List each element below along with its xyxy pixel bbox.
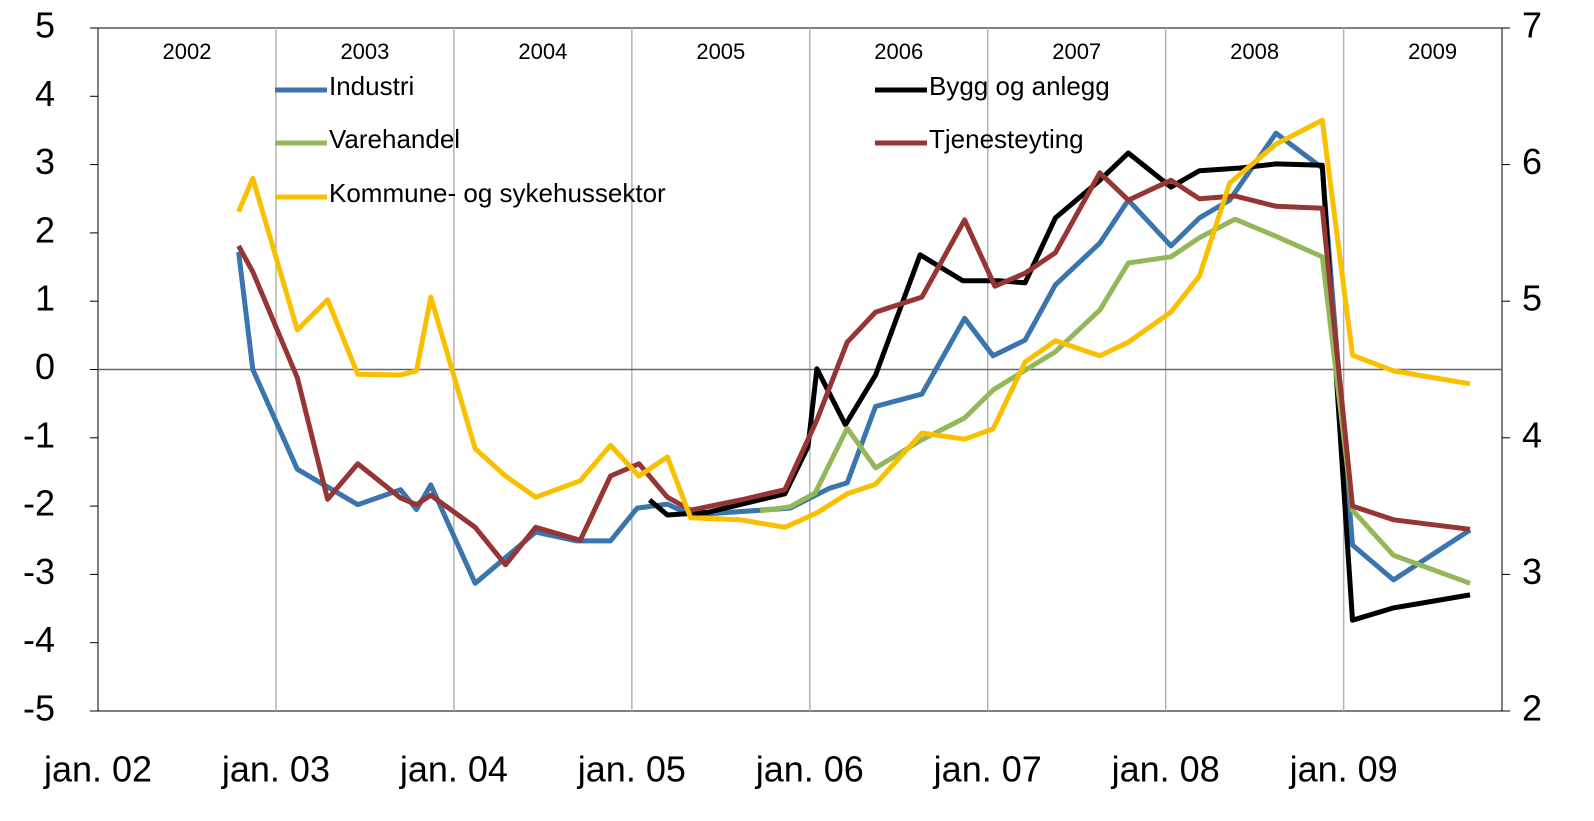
y2-tick-label: 2 [1522,688,1542,729]
y-tick-label: 3 [35,141,55,182]
y-tick-label: -3 [23,551,55,592]
year-label: 2003 [340,39,389,64]
year-label: 2006 [874,39,923,64]
x-tick-label: jan. 02 [43,749,152,790]
legend-label: Bygg og anlegg [929,71,1110,101]
y-tick-label: 4 [35,73,55,114]
x-tick-label: jan. 06 [755,749,864,790]
y2-tick-label: 7 [1522,5,1542,46]
year-label: 2009 [1408,39,1457,64]
legend-label: Kommune- og sykehussektor [329,178,666,208]
year-label: 2002 [162,39,211,64]
y-tick-label: 0 [35,346,55,387]
y2-tick-label: 3 [1522,551,1542,592]
y-tick-label: -4 [23,619,55,660]
x-tick-label: jan. 03 [221,749,330,790]
legend-label: Varehandel [329,124,460,154]
series-line [759,216,1471,586]
y2-tick-label: 4 [1522,414,1542,455]
y-tick-label: 2 [35,209,55,250]
y-tick-label: -2 [23,483,55,524]
x-tick-label: jan. 05 [577,749,686,790]
year-label: 2008 [1230,39,1279,64]
y-tick-label: -5 [23,688,55,729]
year-label: 2005 [696,39,745,64]
series-line [236,117,1471,530]
series-line [236,170,1471,568]
x-tick-label: jan. 09 [1289,749,1398,790]
x-tick-label: jan. 07 [933,749,1042,790]
year-label: 2007 [1052,39,1101,64]
y-tick-label: 5 [35,5,55,46]
legend-label: Tjenesteyting [929,124,1084,154]
year-label: 2004 [518,39,567,64]
legend-label: Industri [329,71,414,101]
series-line [647,150,1471,623]
x-tick-label: jan. 04 [399,749,508,790]
x-tick-label: jan. 08 [1111,749,1220,790]
y-tick-label: 1 [35,278,55,319]
y2-tick-label: 5 [1522,278,1542,319]
y-tick-label: -1 [23,414,55,455]
y2-tick-label: 6 [1522,141,1542,182]
